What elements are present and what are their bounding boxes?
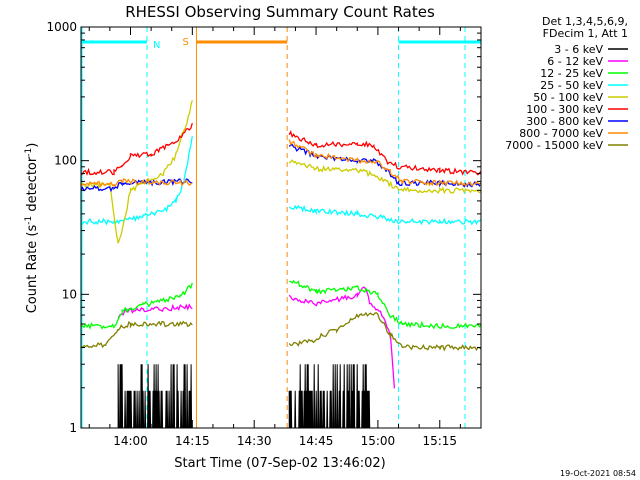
series-line (80, 135, 193, 226)
legend-label: 12 - 25 keV (540, 67, 603, 80)
y-axis-label: Count Rate (s-1 detector-1) (24, 143, 40, 314)
x-axis: 14:00 14:15 14:30 14:45 15:00 15:15 (88, 27, 482, 448)
legend-label: 100 - 300 keV (526, 103, 603, 116)
series-line (289, 279, 482, 330)
legend-label: 6 - 12 keV (547, 55, 603, 68)
annotation-label: N (153, 40, 160, 51)
y-tick-label: 10 (62, 287, 77, 301)
y-tick-label: 100 (54, 154, 77, 168)
series-7 (80, 139, 482, 188)
y-axis: 1 10 100 1000 (46, 20, 482, 435)
series-0 (117, 364, 371, 429)
series-8 (80, 311, 482, 352)
series-2 (80, 279, 482, 330)
legend-header: FDecim 1, Att 1 (543, 27, 628, 40)
legend: Det 1,3,4,5,6,9,FDecim 1, Att 1 3 - 6 keV… (505, 15, 628, 152)
annotation-saa-2: S (182, 27, 288, 428)
legend-header: Det 1,3,4,5,6,9, (542, 15, 628, 28)
chart-title: RHESSI Observing Summary Count Rates (125, 3, 435, 21)
series-line (288, 204, 482, 226)
y-axis-label-part: detector (25, 156, 40, 216)
series-line (288, 139, 482, 187)
y-axis-label-part: -1 (24, 148, 34, 157)
series-line (80, 320, 193, 349)
y-axis-label-part: Count Rate (s (25, 225, 40, 314)
annotation-label: S (182, 37, 188, 48)
plot-frame (80, 26, 482, 429)
legend-label: 3 - 6 keV (554, 43, 603, 56)
y-tick-label: 1000 (46, 20, 77, 34)
series-line (288, 129, 482, 176)
legend-label: 7000 - 15000 keV (505, 139, 603, 152)
series-line (80, 282, 193, 330)
series-line (80, 123, 193, 176)
timestamp: 19-Oct-2021 08:54 (560, 469, 636, 478)
series-line (80, 178, 193, 193)
annotation-night-1 (398, 27, 481, 428)
series-line (117, 303, 193, 319)
y-axis-label-part: ) (25, 143, 40, 148)
x-tick-label: 15:00 (361, 434, 396, 448)
x-tick-label: 15:15 (422, 434, 457, 448)
series-line (288, 311, 482, 352)
series-line (80, 178, 193, 188)
legend-label: 300 - 800 keV (526, 115, 603, 128)
x-tick-label: 14:45 (299, 434, 334, 448)
series-3 (80, 135, 482, 226)
legend-label: 25 - 50 keV (540, 79, 603, 92)
series-line (288, 286, 396, 389)
legend-label: 50 - 100 keV (533, 91, 603, 104)
annotation-night-0: N (81, 27, 160, 428)
series-5 (80, 123, 482, 176)
x-tick-label: 14:15 (175, 434, 210, 448)
x-axis-label: Start Time (07-Sep-02 13:46:02) (174, 456, 385, 471)
x-tick-label: 14:00 (113, 434, 148, 448)
series-line (288, 159, 482, 195)
series-line (288, 364, 371, 429)
series-line (117, 364, 193, 429)
x-tick-label: 14:30 (237, 434, 272, 448)
y-axis-label-part: -1 (24, 216, 34, 225)
legend-label: 800 - 7000 keV (519, 127, 603, 140)
y-tick-label: 1 (69, 421, 77, 435)
